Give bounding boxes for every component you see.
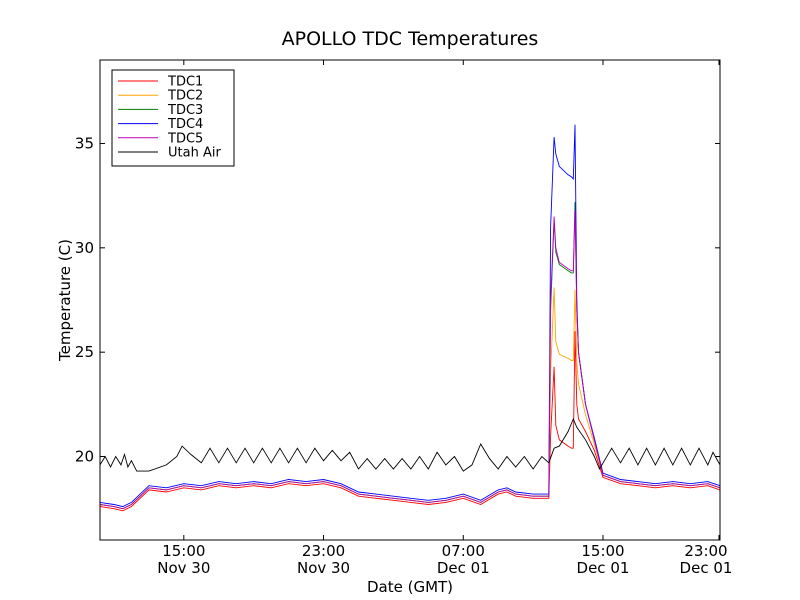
x-tick-date-label: Dec 01 (577, 559, 630, 577)
y-tick-label: 30 (75, 239, 94, 257)
series-line-tdc1 (99, 331, 721, 512)
series-line-utah-air (99, 417, 721, 472)
series-line-tdc3 (99, 201, 721, 510)
legend-label: TDC5 (167, 131, 203, 146)
series-line-tdc2 (99, 287, 721, 510)
x-tick-time-label: 15:00 (581, 542, 624, 560)
legend-label: TDC2 (167, 89, 203, 104)
series-line-tdc5 (99, 210, 721, 510)
legend-label: Utah Air (168, 146, 221, 161)
x-axis-label: Date (GMT) (367, 578, 453, 596)
x-tick-time-label: 15:00 (162, 542, 205, 560)
legend-label: TDC4 (167, 117, 203, 132)
plot-lines (99, 124, 721, 512)
x-tick-time-label: 23:00 (302, 542, 345, 560)
y-tick-label: 25 (75, 343, 94, 361)
y-tick-label: 20 (75, 448, 94, 466)
legend-label: TDC1 (167, 75, 203, 90)
chart-title: APOLLO TDC Temperatures (282, 28, 539, 50)
y-tick-label: 35 (75, 134, 94, 152)
x-tick-date-label: Dec 01 (680, 559, 733, 577)
x-tick-time-label: 23:00 (684, 542, 727, 560)
x-tick-time-label: 07:00 (442, 542, 485, 560)
series-line-tdc4 (99, 124, 721, 508)
plot-frame (99, 59, 721, 541)
x-tick-date-label: Dec 01 (437, 559, 490, 577)
x-tick-date-label: Nov 30 (157, 559, 210, 577)
legend-label: TDC3 (167, 103, 203, 118)
y-axis-label: Temperature (C) (56, 239, 74, 362)
legend-box (111, 69, 235, 167)
x-tick-date-label: Nov 30 (297, 559, 350, 577)
